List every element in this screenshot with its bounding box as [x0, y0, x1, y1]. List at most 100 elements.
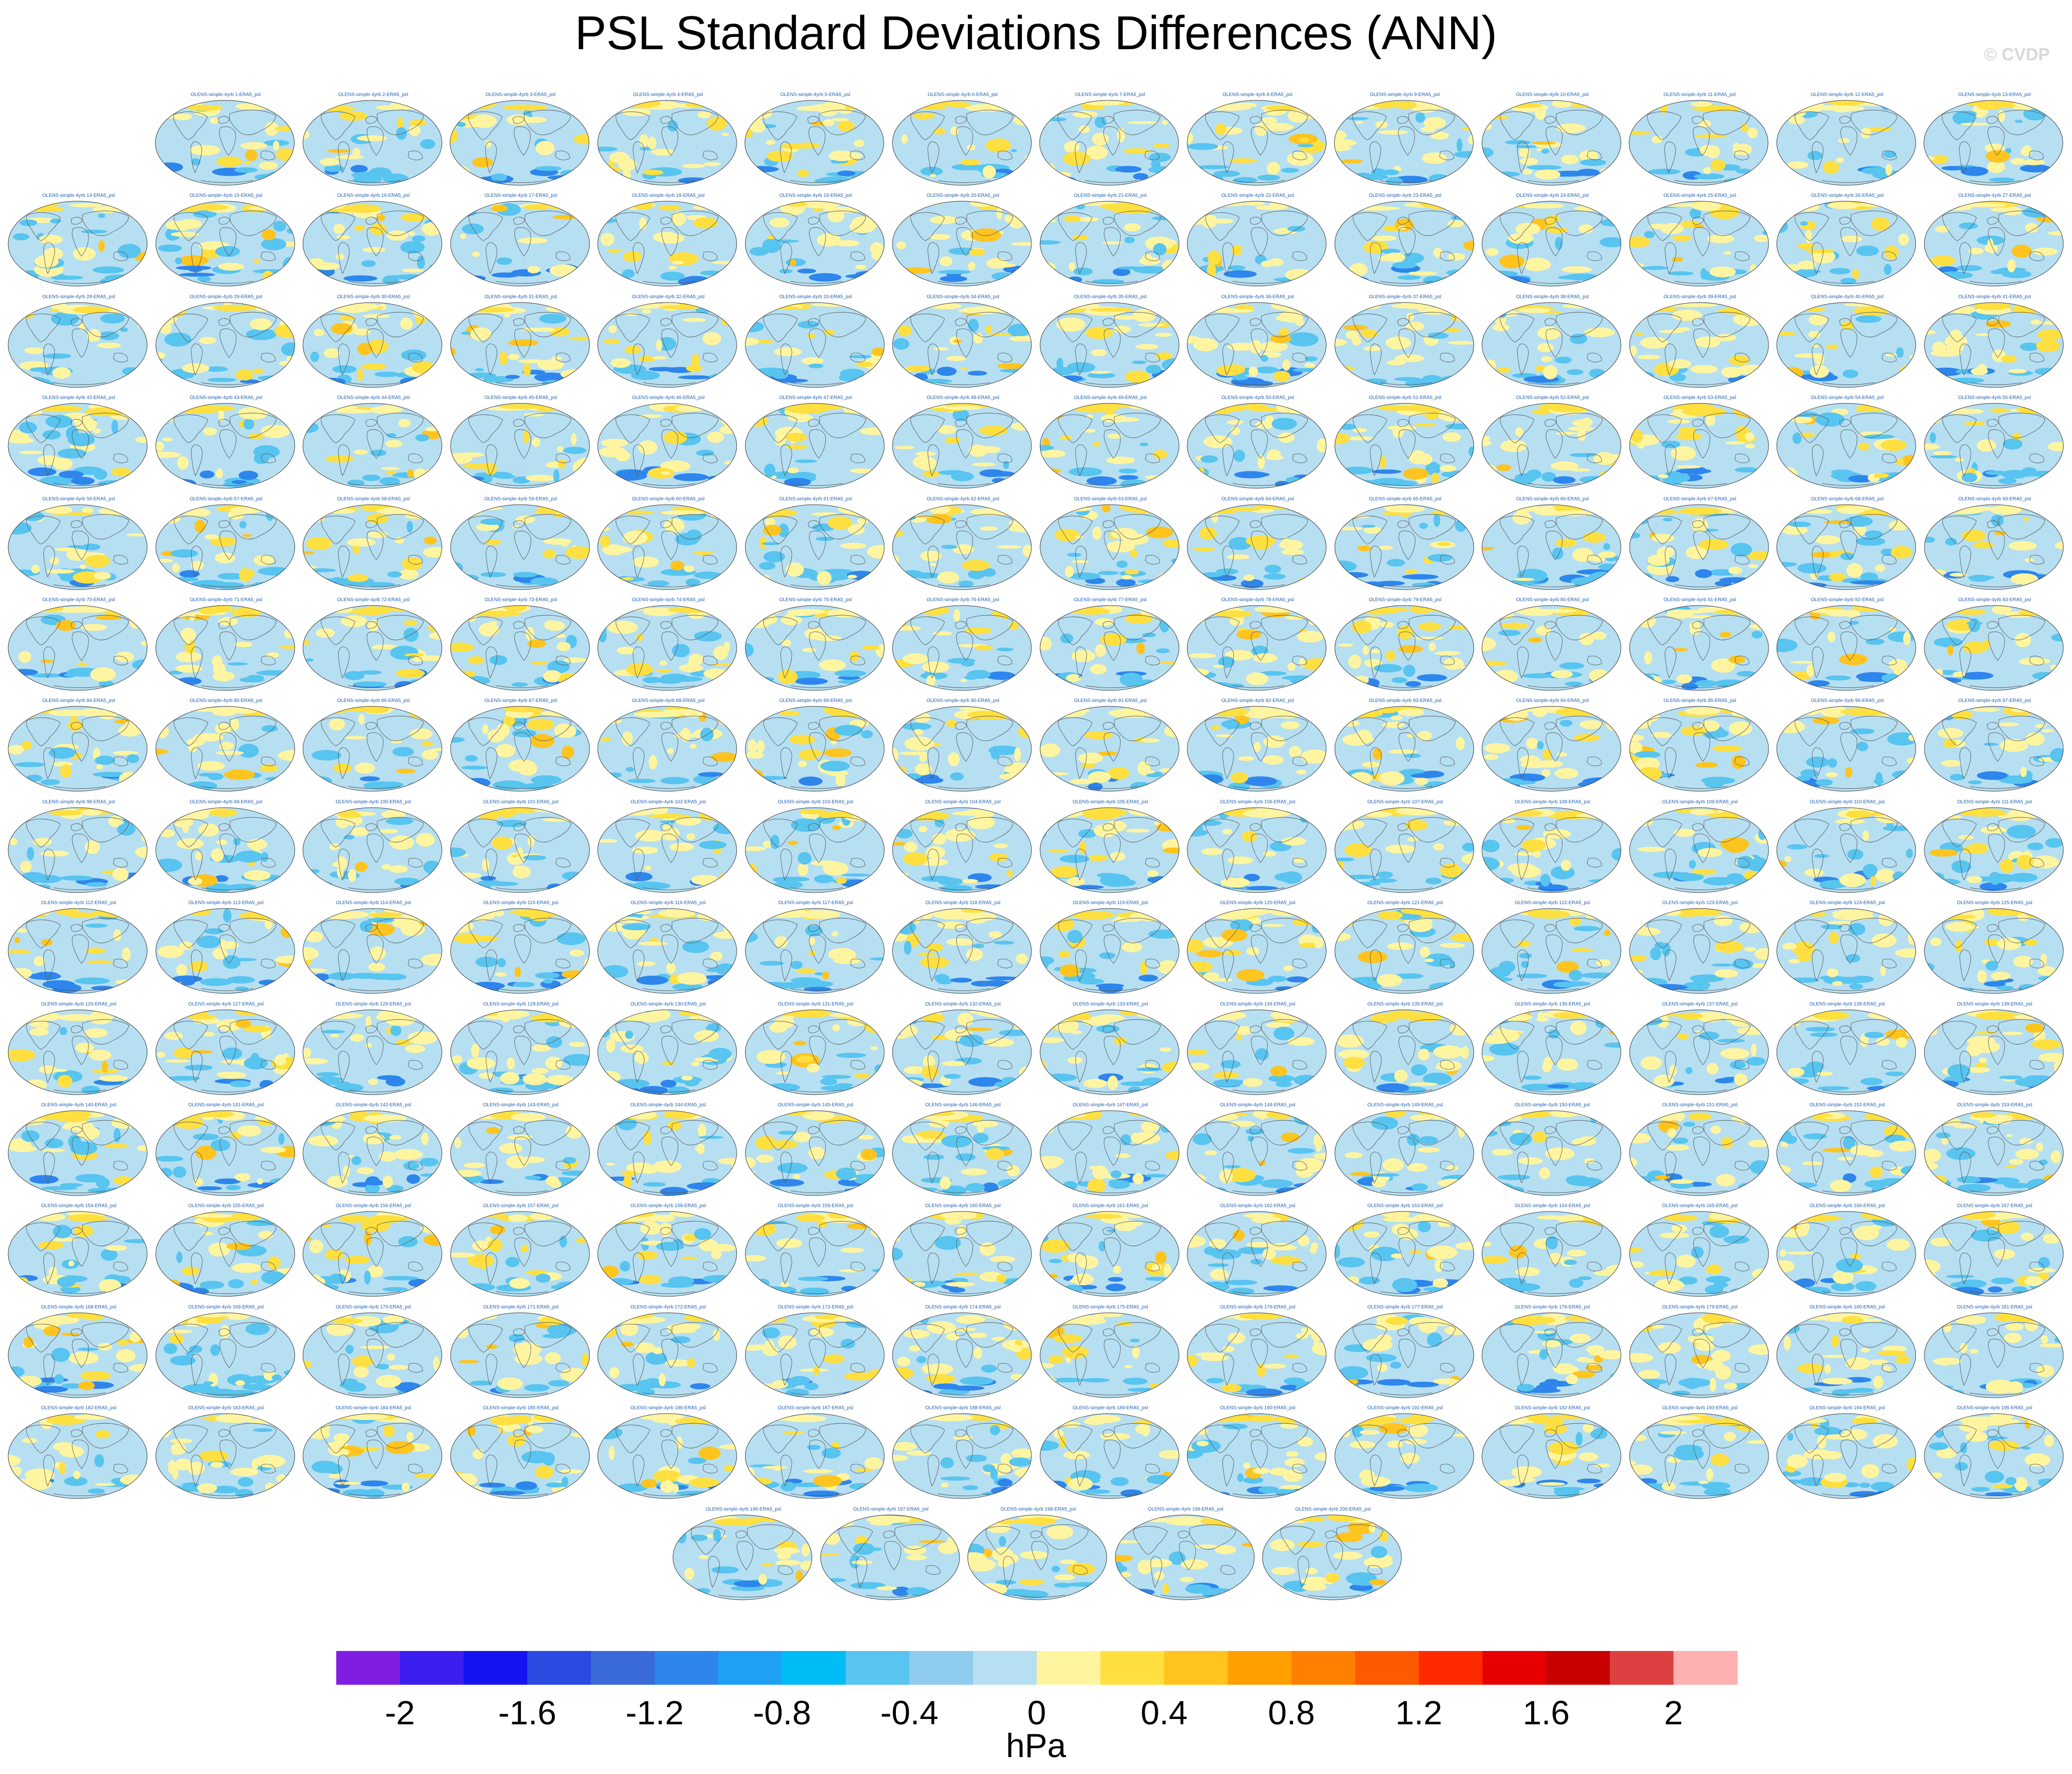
world-map	[155, 403, 295, 489]
world-map	[745, 302, 884, 388]
panel-title: OLENS-simple-4yrb 48-ERA5_psl	[926, 395, 1000, 401]
map-panel: OLENS-simple-4yrb 139-ERA5_psl	[1923, 1001, 2066, 1098]
panel-title: OLENS-simple-4yrb 6-ERA5_psl	[927, 92, 998, 97]
world-map	[1187, 1312, 1327, 1398]
map-panel: OLENS-simple-4yrb 181-ERA5_psl	[1923, 1304, 2066, 1401]
map-panel: OLENS-simple-4yrb 186-ERA5_psl	[597, 1405, 740, 1501]
world-map	[1334, 908, 1474, 994]
map-panel: OLENS-simple-4yrb 34-ERA5_psl	[892, 294, 1034, 390]
world-map	[672, 1514, 812, 1600]
map-panel: OLENS-simple-4yrb 22-ERA5_psl	[1186, 193, 1329, 289]
map-panel: OLENS-simple-4yrb 89-ERA5_psl	[744, 698, 887, 794]
map-panel: OLENS-simple-4yrb 195-ERA5_psl	[1923, 1405, 2066, 1501]
map-panel: OLENS-simple-4yrb 99-ERA5_psl	[155, 799, 298, 895]
world-map	[1924, 807, 2063, 893]
panel-title: OLENS-simple-4yrb 7-ERA5_psl	[1075, 92, 1145, 97]
panel-title: OLENS-simple-4yrb 148-ERA5_psl	[1220, 1102, 1296, 1108]
world-map	[1924, 504, 2063, 590]
map-panel: OLENS-simple-4yrb 54-ERA5_psl	[1776, 395, 1919, 491]
world-map	[1629, 1110, 1769, 1196]
colorbar-swatch	[718, 1651, 782, 1685]
panel-title: OLENS-simple-4yrb 50-ERA5_psl	[1221, 395, 1294, 401]
panel-title: OLENS-simple-4yrb 151-ERA5_psl	[1662, 1102, 1738, 1108]
world-map	[745, 504, 884, 590]
map-panel: OLENS-simple-4yrb 121-ERA5_psl	[1334, 900, 1477, 996]
panel-title: OLENS-simple-4yrb 196-ERA5_psl	[705, 1506, 782, 1512]
world-map	[302, 908, 442, 994]
panel-title: OLENS-simple-4yrb 99-ERA5_psl	[190, 799, 262, 805]
world-map	[450, 1312, 590, 1398]
world-map	[967, 1514, 1107, 1600]
map-panel: OLENS-simple-4yrb 69-ERA5_psl	[1923, 496, 2066, 592]
world-map	[597, 504, 737, 590]
panel-title: OLENS-simple-4yrb 57-ERA5_psl	[190, 496, 262, 502]
map-panel: OLENS-simple-4yrb 8-ERA5_psl	[1186, 92, 1329, 188]
map-panel: OLENS-simple-4yrb 104-ERA5_psl	[892, 799, 1034, 895]
map-panel: OLENS-simple-4yrb 90-ERA5_psl	[892, 698, 1034, 794]
panel-title: OLENS-simple-4yrb 90-ERA5_psl	[926, 698, 1000, 704]
panel-title: OLENS-simple-4yrb 153-ERA5_psl	[1957, 1102, 2032, 1108]
world-map	[1187, 605, 1327, 691]
panel-title: OLENS-simple-4yrb 22-ERA5_psl	[1221, 193, 1294, 199]
panel-title: OLENS-simple-4yrb 95-ERA5_psl	[1663, 698, 1736, 704]
panel-title: OLENS-simple-4yrb 64-ERA5_psl	[1221, 496, 1294, 502]
map-panel: OLENS-simple-4yrb 17-ERA5_psl	[450, 193, 592, 289]
colorbar-tick-label: 1.6	[1523, 1694, 1570, 1732]
map-panel: OLENS-simple-4yrb 180-ERA5_psl	[1776, 1304, 1919, 1401]
panel-title: OLENS-simple-4yrb 92-ERA5_psl	[1221, 698, 1294, 704]
panel-title: OLENS-simple-4yrb 179-ERA5_psl	[1662, 1304, 1738, 1310]
world-map	[450, 100, 590, 186]
map-panel: OLENS-simple-4yrb 39-ERA5_psl	[1629, 294, 1771, 390]
world-map	[1629, 1211, 1769, 1297]
map-panel: OLENS-simple-4yrb 137-ERA5_psl	[1629, 1001, 1771, 1098]
world-map	[1924, 1110, 2063, 1196]
world-map	[155, 1312, 295, 1398]
panel-title: OLENS-simple-4yrb 134-ERA5_psl	[1220, 1001, 1296, 1007]
panel-title: OLENS-simple-4yrb 195-ERA5_psl	[1957, 1405, 2032, 1411]
panel-title: OLENS-simple-4yrb 160-ERA5_psl	[925, 1203, 1001, 1209]
world-map	[1187, 807, 1327, 893]
map-panel: OLENS-simple-4yrb 70-ERA5_psl	[7, 597, 150, 693]
colorbar-swatch	[400, 1651, 464, 1685]
map-panel: OLENS-simple-4yrb 3-ERA5_psl	[449, 92, 592, 188]
map-panel: OLENS-simple-4yrb 129-ERA5_psl	[450, 1001, 592, 1098]
world-map	[597, 201, 737, 287]
world-map	[892, 1009, 1032, 1095]
panel-title: OLENS-simple-4yrb 32-ERA5_psl	[631, 294, 705, 300]
panel-title: OLENS-simple-4yrb 143-ERA5_psl	[483, 1102, 559, 1108]
map-panel: OLENS-simple-4yrb 110-ERA5_psl	[1776, 799, 1919, 895]
map-panel: OLENS-simple-4yrb 131-ERA5_psl	[744, 1001, 887, 1098]
world-map	[1334, 1312, 1474, 1398]
map-panel: OLENS-simple-4yrb 35-ERA5_psl	[1039, 294, 1182, 390]
map-panel: OLENS-simple-4yrb 84-ERA5_psl	[7, 698, 150, 794]
map-panel: OLENS-simple-4yrb 109-ERA5_psl	[1629, 799, 1771, 895]
map-panel: OLENS-simple-4yrb 51-ERA5_psl	[1334, 395, 1477, 491]
map-panel: OLENS-simple-4yrb 182-ERA5_psl	[7, 1405, 150, 1501]
panel-grid: OLENS-simple-4yrb 1-ERA5_psl OLENS-simple…	[7, 92, 2066, 1600]
panel-title: OLENS-simple-4yrb 55-ERA5_psl	[1958, 395, 2031, 401]
world-map	[1776, 807, 1916, 893]
panel-title: OLENS-simple-4yrb 84-ERA5_psl	[42, 698, 115, 704]
map-panel: OLENS-simple-4yrb 115-ERA5_psl	[450, 900, 592, 996]
map-panel: OLENS-simple-4yrb 126-ERA5_psl	[7, 1001, 150, 1098]
map-panel: OLENS-simple-4yrb 21-ERA5_psl	[1039, 193, 1182, 289]
world-map	[1629, 201, 1769, 287]
map-panel: OLENS-simple-4yrb 157-ERA5_psl	[450, 1203, 592, 1299]
map-panel: OLENS-simple-4yrb 134-ERA5_psl	[1186, 1001, 1329, 1098]
world-map	[302, 504, 442, 590]
panel-title: OLENS-simple-4yrb 45-ERA5_psl	[484, 395, 557, 401]
colorbar-tick-label: 0	[1027, 1694, 1046, 1732]
map-panel: OLENS-simple-4yrb 113-ERA5_psl	[155, 900, 298, 996]
world-map	[1482, 1413, 1621, 1499]
map-panel: OLENS-simple-4yrb 175-ERA5_psl	[1039, 1304, 1182, 1401]
panel-title: OLENS-simple-4yrb 111-ERA5_psl	[1957, 799, 2032, 805]
colorbar-swatch	[1482, 1651, 1547, 1685]
panel-title: OLENS-simple-4yrb 192-ERA5_psl	[1514, 1405, 1591, 1411]
world-map	[450, 605, 590, 691]
map-panel: OLENS-simple-4yrb 168-ERA5_psl	[7, 1304, 150, 1401]
world-map	[1776, 100, 1916, 186]
map-panel: OLENS-simple-4yrb 190-ERA5_psl	[1186, 1405, 1329, 1501]
map-panel: OLENS-simple-4yrb 156-ERA5_psl	[302, 1203, 445, 1299]
colorbar-swatch	[782, 1651, 846, 1685]
map-panel: OLENS-simple-4yrb 32-ERA5_psl	[597, 294, 740, 390]
